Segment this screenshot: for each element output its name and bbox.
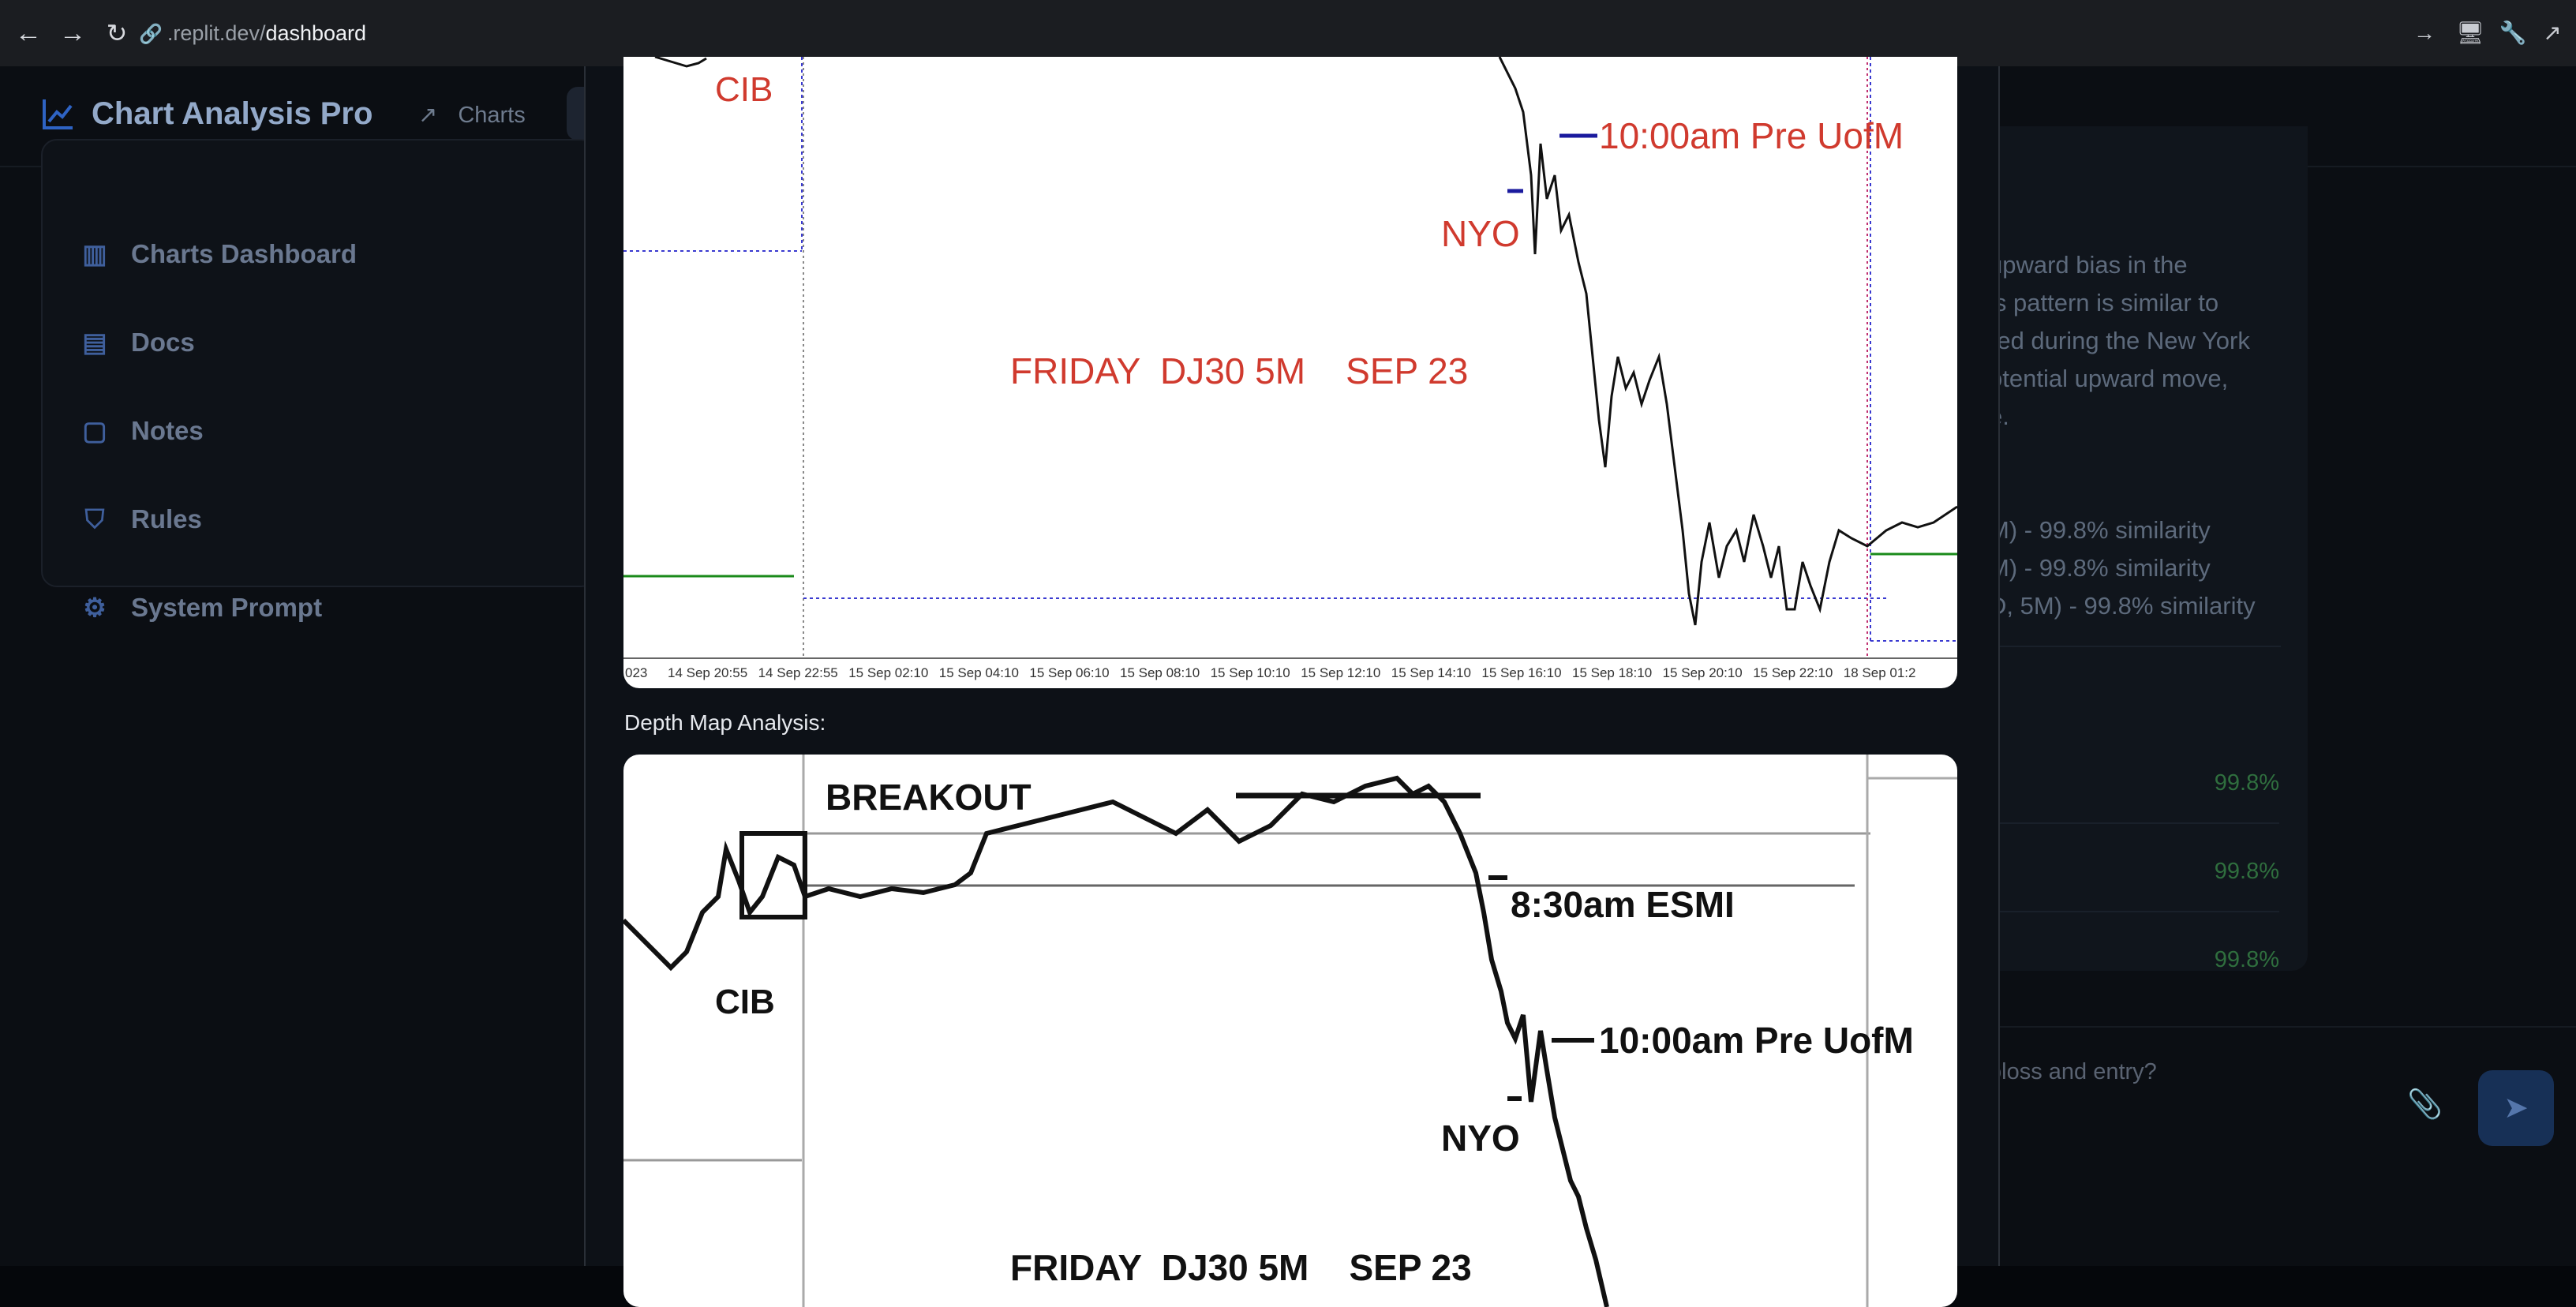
paperclip-icon[interactable]: 📎 <box>2407 1088 2443 1120</box>
pattern-chart-image: CIB 10:00am Pre UofM NYO FRIDAY DJ30 5M … <box>623 57 1957 688</box>
divider <box>1957 646 2281 647</box>
analysis-text-line: is pattern is similar to <box>1989 289 2219 316</box>
sidebar-item-rules[interactable]: ⛉ Rules <box>79 496 202 543</box>
url-host: .replit.dev/ <box>167 21 266 45</box>
x-axis-ticks: 023 14 Sep 20:55 14 Sep 22:55 15 Sep 02:10 1… <box>625 665 1916 680</box>
sidebar-item-label: Docs <box>131 328 195 357</box>
send-button[interactable]: ➤ <box>2478 1070 2554 1146</box>
x-tick-label: 14 Sep 22:55 <box>758 665 838 680</box>
x-tick-label: 15 Sep 14:10 <box>1391 665 1471 680</box>
browser-toolbar: ← → ↻ 🔗 .replit.dev/dashboard → 🖥 🔧 ↗ <box>0 0 2576 67</box>
similar-pattern-line: M) - 99.8% similarity <box>1989 516 2211 544</box>
sidebar: ▥ Charts Dashboard ▤ Docs ▢ Notes ⛉ Rules ⚙ S… <box>41 139 597 622</box>
x-tick-label: 18 Sep 01:2 <box>1844 665 1916 680</box>
header-tab-label: Charts <box>458 103 526 128</box>
pattern-chart-svg: CIB 10:00am Pre UofM NYO FRIDAY DJ30 5M … <box>623 57 1957 680</box>
link-icon: 🔗 <box>139 24 163 45</box>
x-tick-label: 15 Sep 02:10 <box>848 665 928 680</box>
open-external-icon[interactable]: ↗ <box>2543 21 2562 45</box>
forward-arrow-icon[interactable]: → <box>59 18 86 48</box>
trend-icon: ↗ <box>418 103 438 128</box>
sidebar-item-label: Rules <box>131 504 202 534</box>
sidebar-item-notes[interactable]: ▢ Notes <box>79 407 204 455</box>
go-arrow-icon[interactable]: → <box>2413 21 2436 45</box>
analysis-text-line: otential upward move, <box>1989 365 2229 392</box>
chart-line-icon <box>43 99 73 129</box>
x-tick-label: 15 Sep 10:10 <box>1211 665 1290 680</box>
analysis-panel <box>1957 126 2308 971</box>
back-arrow-icon[interactable]: ← <box>15 18 42 48</box>
document-icon: ▤ <box>82 328 107 357</box>
x-tick-label: 15 Sep 08:10 <box>1120 665 1200 680</box>
x-tick-label: 15 Sep 12:10 <box>1301 665 1380 680</box>
table-row[interactable]: 99.8% <box>1957 927 2279 999</box>
chart-title-label: FRIDAY DJ30 5M SEP 23 <box>1010 1247 1472 1288</box>
nyo-label: NYO <box>1441 1118 1520 1159</box>
x-tick-label: 15 Sep 16:10 <box>1481 665 1561 680</box>
sidebar-item-charts-dashboard[interactable]: ▥ Charts Dashboard <box>79 230 357 278</box>
analysis-text-line: red during the New York <box>1989 327 2250 354</box>
x-tick-label: 15 Sep 22:10 <box>1753 665 1833 680</box>
pre-uofm-label: 10:00am Pre UofM <box>1599 115 1904 156</box>
send-icon: ➤ <box>2503 1092 2529 1125</box>
sidebar-item-system-prompt[interactable]: ⚙ System Prompt <box>79 584 322 631</box>
similarity-score: 99.8% <box>2214 859 2279 884</box>
depth-map-caption: Depth Map Analysis: <box>624 710 826 735</box>
reload-icon[interactable]: ↻ <box>106 19 128 47</box>
table-row[interactable]: 99.8% <box>1957 838 2279 912</box>
nyo-label: NYO <box>1441 213 1520 254</box>
cib-label: CIB <box>715 983 775 1021</box>
chat-composer <box>1957 1026 2576 1201</box>
bar-chart-icon: ▥ <box>82 239 107 268</box>
sidebar-item-docs[interactable]: ▤ Docs <box>79 319 195 366</box>
depth-map-image: BREAKOUT 8:30am ESMI 10:00am Pre UofM CI… <box>623 755 1957 1307</box>
depth-map-svg: BREAKOUT 8:30am ESMI 10:00am Pre UofM CI… <box>623 755 1957 1307</box>
x-tick-label: 15 Sep 04:10 <box>939 665 1019 680</box>
gear-icon: ⚙ <box>83 593 107 622</box>
similar-pattern-line: D, 5M) - 99.8% similarity <box>1989 592 2256 620</box>
chat-input[interactable]: oloss and entry? <box>1989 1059 2157 1084</box>
esmi-label: 8:30am ESMI <box>1511 884 1735 925</box>
x-tick-label: 15 Sep 20:10 <box>1663 665 1743 680</box>
x-tick-label: 15 Sep 18:10 <box>1572 665 1652 680</box>
sidebar-item-label: Charts Dashboard <box>131 239 358 268</box>
app-title: Chart Analysis Pro <box>92 96 373 131</box>
sidebar-item-label: System Prompt <box>131 593 323 622</box>
similarity-score: 99.8% <box>2214 947 2279 972</box>
header-tab-charts[interactable]: ↗ Charts <box>418 101 526 129</box>
analysis-text-line: upward bias in the <box>1989 251 2188 279</box>
shield-icon: ⛉ <box>84 504 105 534</box>
chart-title-label: FRIDAY DJ30 5M SEP 23 <box>1010 350 1468 391</box>
sidebar-item-label: Notes <box>131 416 204 445</box>
devtools-icon[interactable]: 🖥 <box>2456 21 2484 45</box>
url-path: dashboard <box>265 21 367 45</box>
x-tick-label: 023 <box>625 665 647 680</box>
wrench-icon[interactable]: 🔧 <box>2499 21 2527 45</box>
x-tick-label: 15 Sep 06:10 <box>1029 665 1109 680</box>
table-row[interactable]: 99.8% <box>1957 750 2279 824</box>
similarity-score: 99.8% <box>2214 770 2279 796</box>
pre-uofm-label: 10:00am Pre UofM <box>1599 1020 1914 1061</box>
cib-label: CIB <box>715 70 773 109</box>
breakout-label: BREAKOUT <box>826 777 1032 818</box>
similar-pattern-line: M) - 99.8% similarity <box>1989 554 2211 582</box>
note-icon: ▢ <box>82 416 107 445</box>
address-bar[interactable]: 🔗 .replit.dev/dashboard <box>139 11 366 55</box>
x-tick-label: 14 Sep 20:55 <box>668 665 747 680</box>
